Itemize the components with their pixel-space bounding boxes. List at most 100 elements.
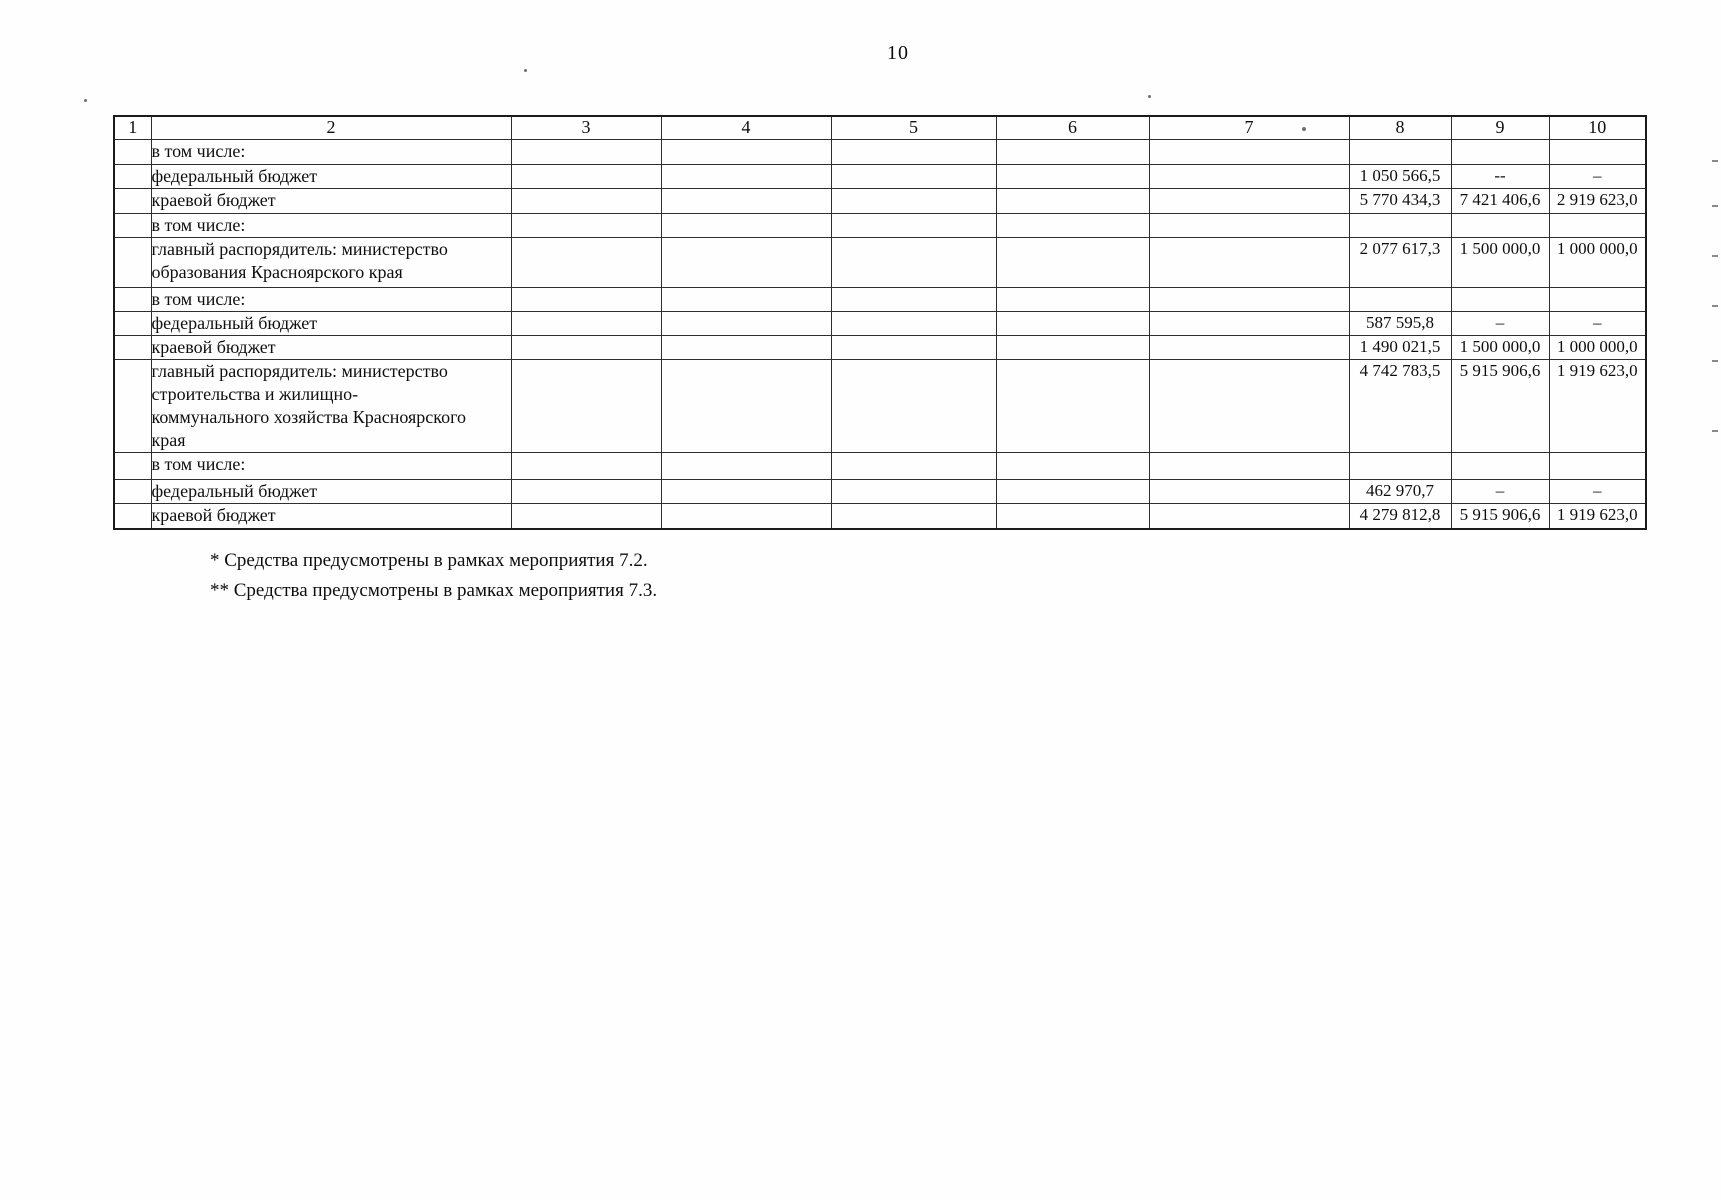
value-col8: 2 077 617,3 xyxy=(1348,236,1452,288)
header-col-3: 3 xyxy=(510,115,662,140)
value-col8 xyxy=(1348,451,1452,480)
empty-cell xyxy=(830,138,997,165)
value-col8 xyxy=(1348,286,1452,312)
table-header-row: 1 2 3 4 5 6 7 8 9 10 xyxy=(113,115,1647,140)
value-col9: -- xyxy=(1450,163,1550,189)
header-col-1: 1 xyxy=(113,115,152,140)
empty-cell xyxy=(113,236,152,288)
empty-cell xyxy=(830,286,997,312)
empty-cell xyxy=(510,236,662,288)
empty-cell xyxy=(1148,286,1350,312)
header-col-4: 4 xyxy=(660,115,832,140)
table-row: в том числе: xyxy=(113,451,1647,480)
empty-cell xyxy=(113,478,152,504)
empty-cell xyxy=(995,310,1150,336)
empty-cell xyxy=(113,310,152,336)
scan-artifact xyxy=(1712,430,1718,432)
empty-cell xyxy=(510,451,662,480)
empty-cell xyxy=(830,163,997,189)
value-col9: 7 421 406,6 xyxy=(1450,187,1550,214)
empty-cell xyxy=(830,187,997,214)
scan-artifact xyxy=(1712,255,1718,257)
header-col-7: 7 xyxy=(1148,115,1350,140)
empty-cell xyxy=(1148,502,1350,530)
empty-cell xyxy=(830,310,997,336)
empty-cell xyxy=(1148,478,1350,504)
row-label: главный распорядитель: министерство стро… xyxy=(150,358,512,453)
value-col8: 1 490 021,5 xyxy=(1348,334,1452,360)
footnote-2: ** Средства предусмотрены в рамках мероп… xyxy=(210,580,658,601)
value-col10 xyxy=(1548,451,1647,480)
row-label: федеральный бюджет xyxy=(150,310,512,336)
empty-cell xyxy=(1148,310,1350,336)
value-col8: 5 770 434,3 xyxy=(1348,187,1452,214)
value-col10: 1 919 623,0 xyxy=(1548,358,1647,453)
header-col-2: 2 xyxy=(150,115,512,140)
empty-cell xyxy=(113,286,152,312)
row-label: главный распорядитель: министерство обра… xyxy=(150,236,512,288)
empty-cell xyxy=(830,451,997,480)
empty-cell xyxy=(113,334,152,360)
empty-cell xyxy=(1148,138,1350,165)
empty-cell xyxy=(830,236,997,288)
empty-cell xyxy=(995,478,1150,504)
empty-cell xyxy=(510,334,662,360)
empty-cell xyxy=(113,138,152,165)
empty-cell xyxy=(510,310,662,336)
value-col8 xyxy=(1348,138,1452,165)
empty-cell xyxy=(995,187,1150,214)
scan-artifact xyxy=(1712,360,1718,362)
empty-cell xyxy=(660,286,832,312)
empty-cell xyxy=(113,163,152,189)
footnotes: * Средства предусмотрены в рамках меропр… xyxy=(210,546,657,606)
value-col8: 587 595,8 xyxy=(1348,310,1452,336)
empty-cell xyxy=(660,187,832,214)
value-col9: 1 500 000,0 xyxy=(1450,236,1550,288)
empty-cell xyxy=(660,478,832,504)
value-col10 xyxy=(1548,212,1647,238)
empty-cell xyxy=(510,212,662,238)
empty-cell xyxy=(113,212,152,238)
budget-table: 1 2 3 4 5 6 7 8 9 10 в том числе: федера… xyxy=(113,115,1647,530)
scan-artifact xyxy=(84,99,87,102)
empty-cell xyxy=(510,138,662,165)
scan-artifact xyxy=(1712,305,1718,307)
empty-cell xyxy=(113,187,152,214)
scan-artifact xyxy=(1712,160,1718,162)
empty-cell xyxy=(113,502,152,530)
value-col9: – xyxy=(1450,478,1550,504)
value-col8 xyxy=(1348,212,1452,238)
empty-cell xyxy=(510,163,662,189)
empty-cell xyxy=(995,286,1150,312)
value-col10: 2 919 623,0 xyxy=(1548,187,1647,214)
empty-cell xyxy=(113,451,152,480)
empty-cell xyxy=(830,502,997,530)
empty-cell xyxy=(660,310,832,336)
empty-cell xyxy=(510,358,662,453)
footnote-1: * Средства предусмотрены в рамках меропр… xyxy=(210,550,648,571)
empty-cell xyxy=(830,358,997,453)
empty-cell xyxy=(995,236,1150,288)
empty-cell xyxy=(995,212,1150,238)
empty-cell xyxy=(510,286,662,312)
empty-cell xyxy=(995,334,1150,360)
empty-cell xyxy=(1148,212,1350,238)
empty-cell xyxy=(113,358,152,453)
page-number: 10 xyxy=(887,42,909,64)
value-col9 xyxy=(1450,212,1550,238)
empty-cell xyxy=(830,212,997,238)
value-col9 xyxy=(1450,451,1550,480)
value-col9: – xyxy=(1450,310,1550,336)
value-col9 xyxy=(1450,138,1550,165)
value-col9: 5 915 906,6 xyxy=(1450,358,1550,453)
header-col-6: 6 xyxy=(995,115,1150,140)
scan-artifact xyxy=(1302,127,1306,131)
empty-cell xyxy=(660,358,832,453)
value-col10: – xyxy=(1548,163,1647,189)
row-label: в том числе: xyxy=(150,138,512,165)
empty-cell xyxy=(660,138,832,165)
scan-artifact xyxy=(524,69,527,72)
table-row: федеральный бюджет 462 970,7 – – xyxy=(113,478,1647,504)
empty-cell xyxy=(510,187,662,214)
